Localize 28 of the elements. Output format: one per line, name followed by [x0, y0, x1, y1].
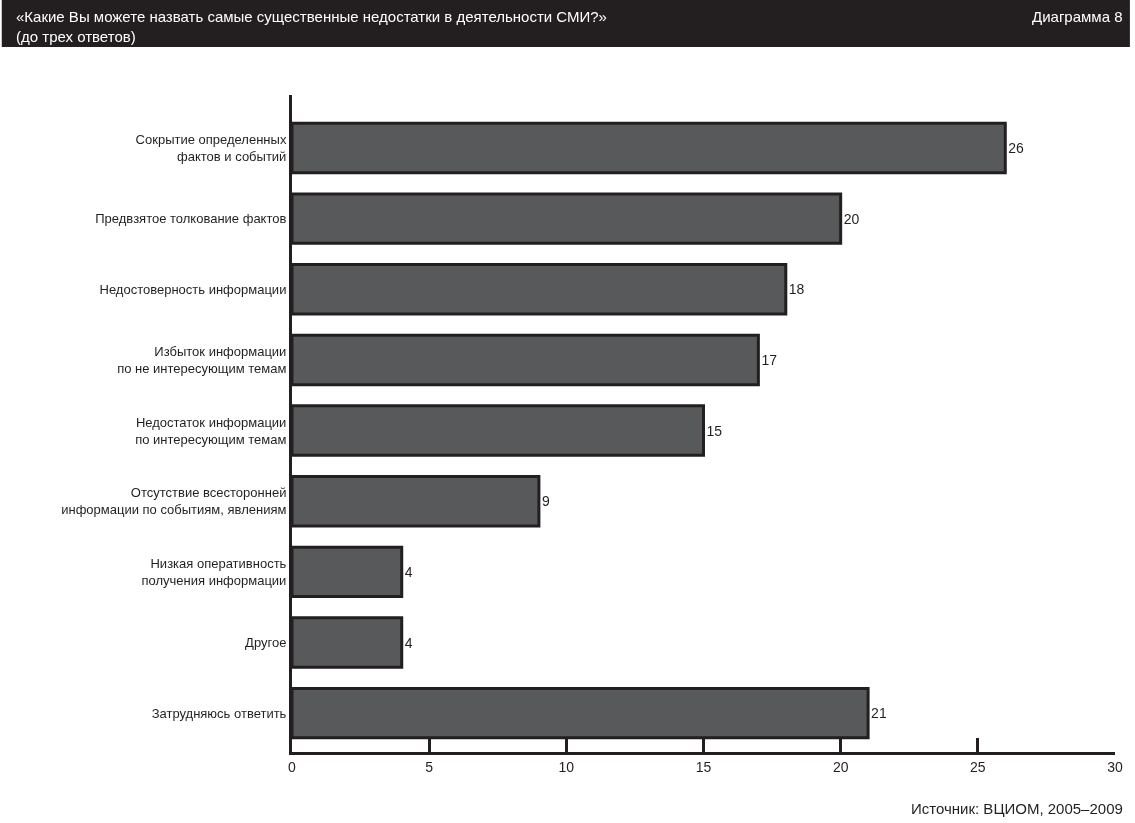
- x-tick-label: 30: [1107, 758, 1123, 775]
- x-tick-label: 0: [288, 758, 297, 775]
- data-label: 4: [404, 563, 413, 580]
- y-tick-label: Отсутствие всесторонней информации по событиям, явлениям: [61, 485, 287, 518]
- data-label: 15: [706, 422, 723, 439]
- data-label: 21: [871, 705, 887, 722]
- x-tick-label: 20: [832, 758, 849, 775]
- y-tick-label: Предвзятое толкование фактов: [95, 211, 287, 227]
- x-tick-label: 5: [425, 758, 434, 775]
- x-tick-label: 15: [695, 758, 712, 775]
- data-label: 17: [761, 351, 778, 368]
- y-tick-label: Низкая оперативность получения информации: [141, 555, 287, 588]
- text: Источник: ВЦИОМ, 2005–2009: [911, 800, 1123, 817]
- y-tick-label: Избыток информации по не интересующим темам: [117, 344, 287, 376]
- y-tick-label: Затрудняюсь ответить: [151, 705, 287, 721]
- data-label: 4: [404, 634, 413, 651]
- data-label: 26: [1008, 139, 1025, 156]
- x-tick-label: 25: [970, 758, 986, 775]
- y-tick-label: Другое: [245, 635, 287, 651]
- data-label: 20: [843, 210, 860, 227]
- text: Диаграмма 8: [1032, 8, 1123, 25]
- data-label: 18: [788, 281, 805, 298]
- data-label: 9: [541, 493, 550, 510]
- x-tick-label: 10: [558, 758, 575, 775]
- y-tick-label: Сокрытие определенных фактов и событий: [135, 132, 287, 164]
- y-tick-label: Недостоверность информации: [99, 281, 287, 297]
- y-tick-label: Недостаток информации по интересующим темам: [135, 414, 287, 447]
- chart-title: «Какие Вы можете назвать самые существенные недостатки в деятельности СМИ?» (до трех ответов): [16, 8, 607, 45]
